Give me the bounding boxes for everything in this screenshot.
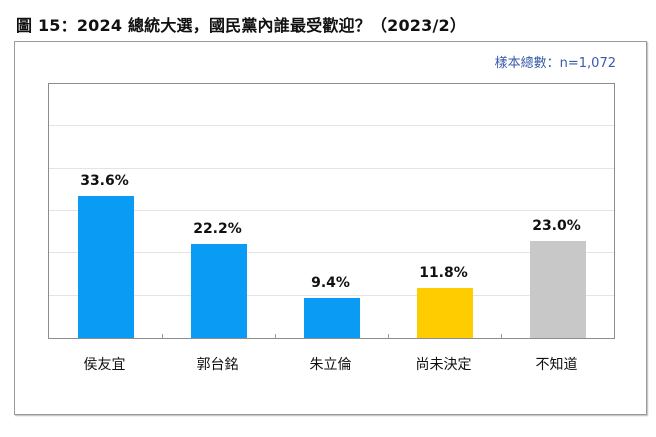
- bar-value-label: 9.4%: [311, 275, 350, 292]
- axis-tick: [501, 334, 502, 338]
- gridline: [49, 167, 614, 169]
- gridline: [49, 294, 614, 296]
- bar-value-label: 23.0%: [532, 217, 581, 234]
- bar-0: [77, 195, 134, 338]
- axis-tick: [275, 334, 276, 338]
- bar-value-label: 22.2%: [193, 221, 242, 238]
- gridline: [49, 252, 614, 254]
- category-label: 朱立倫: [309, 357, 352, 373]
- bar-value-label: 33.6%: [80, 172, 129, 189]
- category-label: 侯友宜: [83, 357, 126, 373]
- plot-area: [48, 83, 615, 339]
- bar-1: [190, 244, 247, 338]
- category-label: 不知道: [535, 357, 578, 373]
- category-label: 郭台銘: [196, 357, 239, 373]
- sample-size-label: 樣本總數：n=1,072: [494, 56, 616, 71]
- bar-2: [303, 298, 360, 338]
- gridline: [49, 125, 614, 127]
- bar-value-label: 11.8%: [419, 265, 468, 282]
- bar-4: [529, 240, 586, 338]
- chart-title: 圖 15：2024 總統大選，國民黨內誰最受歡迎？（2023/2）: [16, 16, 467, 35]
- bar-3: [416, 288, 473, 338]
- category-label: 尚未決定: [415, 357, 472, 373]
- axis-tick: [388, 334, 389, 338]
- axis-tick: [162, 334, 163, 338]
- gridline: [49, 210, 614, 211]
